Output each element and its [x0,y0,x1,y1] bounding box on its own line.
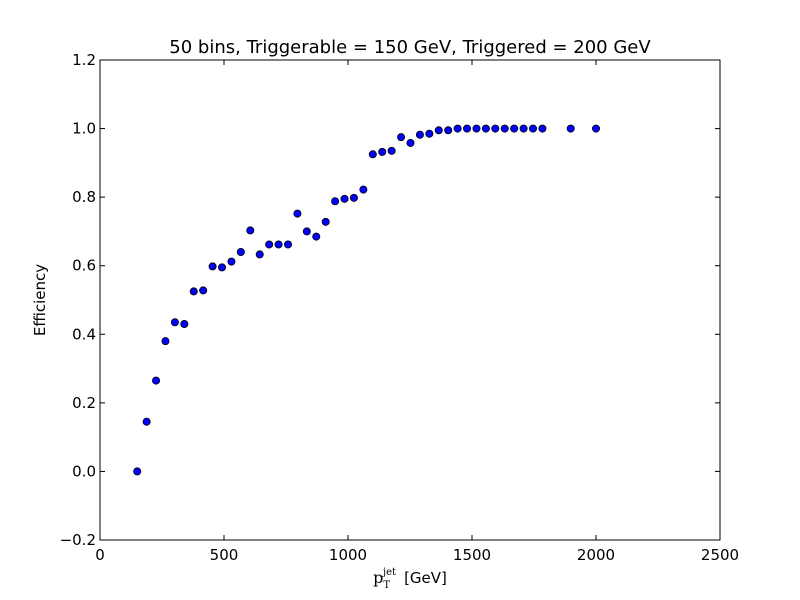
x-tick-label: 1500 [453,546,491,564]
y-tick-label: 0.0 [72,462,96,480]
x-tick-label: 2000 [577,546,615,564]
data-point [472,124,481,133]
y-tick-label: 0.8 [72,188,96,206]
data-point [349,193,358,202]
data-point [293,209,302,218]
data-point [378,147,387,156]
x-axis-label-sup: jet [382,567,396,578]
data-points [133,124,601,476]
data-point [425,129,434,138]
data-point [255,250,264,259]
data-point [397,133,406,142]
data-point [387,146,396,155]
x-tick-label: 2500 [701,546,739,564]
data-point [331,197,340,206]
plot-area [99,59,721,541]
data-point [283,240,292,249]
data-point [359,185,368,194]
data-point [463,124,472,133]
y-tick-label: 0.2 [72,394,96,412]
data-point [152,376,161,385]
data-point [208,262,217,271]
data-point [312,232,321,241]
plot-frame [99,59,721,541]
data-point [218,263,227,272]
data-point [538,124,547,133]
y-tick-label: 0.6 [72,257,96,275]
data-point [434,126,443,135]
data-point [444,126,453,135]
data-point [227,257,236,266]
y-axis-label: Efficiency [31,264,49,336]
data-point [265,240,274,249]
data-point [592,124,601,133]
x-axis-label-unit: [GeV] [404,569,447,587]
x-axis-label: pTjet [GeV] [373,567,447,591]
y-axis-ticks: −0.2 0.0 0.2 0.4 0.6 0.8 1.0 1.2 [60,51,720,549]
data-point [302,227,311,236]
data-point [481,124,490,133]
x-axis-label-base: p [373,568,383,587]
x-tick-label: 0 [95,546,105,564]
data-point [510,124,519,133]
data-point [491,124,500,133]
data-point [415,130,424,139]
y-tick-label: 1.2 [72,51,96,69]
data-point [519,124,528,133]
x-axis-label-sub: T [383,580,390,591]
y-tick-label: −0.2 [60,531,96,549]
x-axis-ticks: 0 500 1000 1500 2000 2500 [95,60,739,564]
data-point [246,226,255,235]
data-point [161,337,170,346]
data-point [236,247,245,256]
y-tick-label: 1.0 [72,120,96,138]
data-point [340,194,349,203]
data-point [500,124,509,133]
y-tick-label: 0.4 [72,325,96,343]
data-point [189,287,198,296]
data-point [566,124,575,133]
x-tick-label: 1000 [329,546,367,564]
data-point [142,417,151,426]
chart-title: 50 bins, Triggerable = 150 GeV, Triggere… [169,37,651,58]
data-point [321,217,330,226]
data-point [529,124,538,133]
x-tick-label: 500 [210,546,239,564]
data-point [368,150,377,159]
data-point [453,124,462,133]
data-point [133,467,142,476]
data-point [274,240,283,249]
data-point [180,319,189,328]
data-point [170,318,179,327]
data-point [406,138,415,147]
data-point [199,286,208,295]
